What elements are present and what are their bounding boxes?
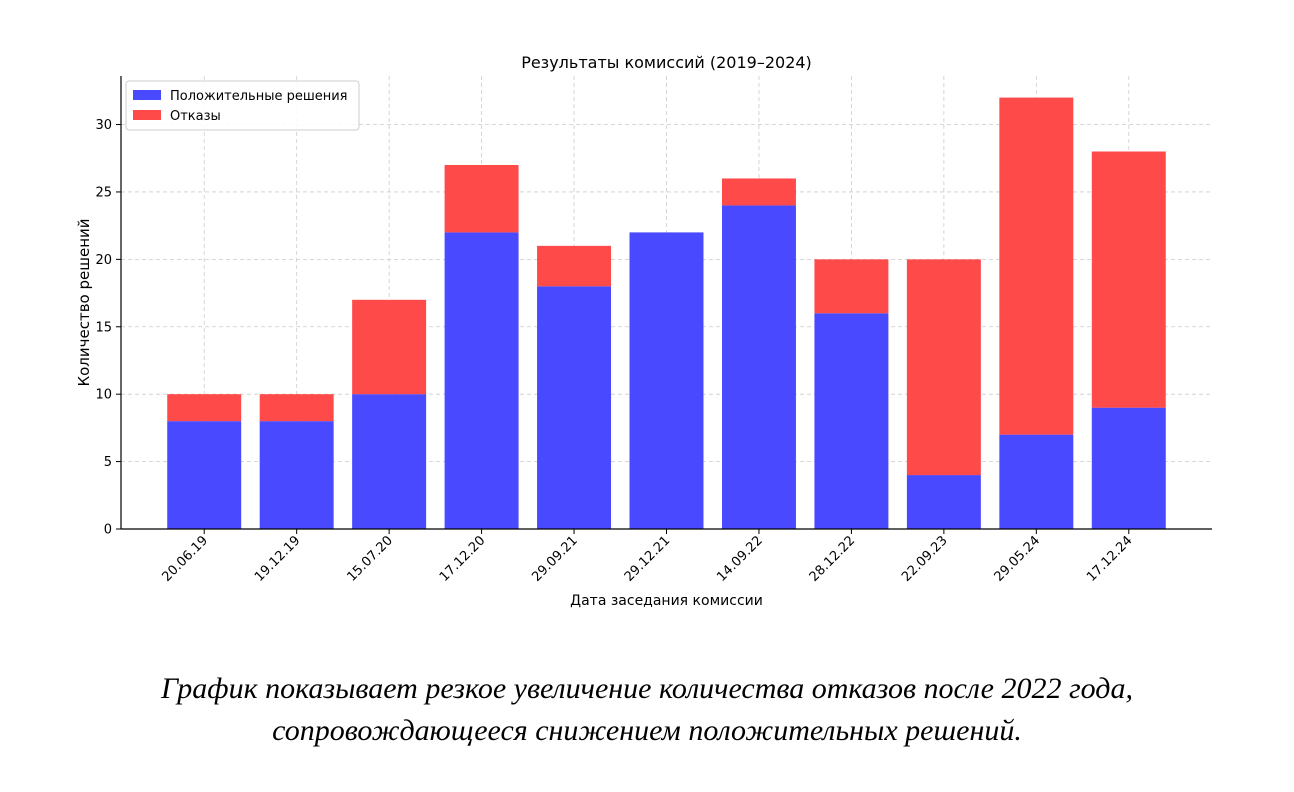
x-tick-label: 20.06.19 xyxy=(159,533,211,585)
bar-positive xyxy=(259,421,334,529)
caption-line-1: График показывает резкое увеличение коли… xyxy=(161,672,1133,705)
x-tick-label: 22.09.23 xyxy=(899,533,951,585)
x-tick-label: 29.09.21 xyxy=(529,533,581,585)
bar-positive xyxy=(999,434,1074,529)
caption-line-2: сопровождающееся снижением положительных… xyxy=(272,714,1022,747)
chart-caption: График показывает резкое увеличение коли… xyxy=(0,668,1294,752)
bar-positive xyxy=(537,286,612,529)
x-tick-labels: 20.06.19 19.12.19 15.07.20 17.12.20 29.09.21… xyxy=(159,529,1136,585)
bar-positive xyxy=(814,313,889,529)
x-tick-label: 28.12.22 xyxy=(807,533,859,585)
y-tick-labels: 0 5 10 15 20 25 30 xyxy=(95,118,121,538)
stacked-bar-chart: Результаты комиссий (2019–2024) 0 5 10 15 20… xyxy=(75,53,1212,609)
y-tick-label: 10 xyxy=(95,388,112,403)
bar-positive xyxy=(1091,407,1166,529)
x-tick-label: 29.05.24 xyxy=(992,533,1044,585)
x-tick-label: 19.12.19 xyxy=(252,533,304,585)
legend-swatch xyxy=(133,90,161,100)
bar-refusal xyxy=(259,394,334,422)
legend-label: Отказы xyxy=(170,109,221,124)
bar-refusal xyxy=(906,259,981,476)
bar-positive xyxy=(721,205,796,529)
bar-positive xyxy=(167,421,242,529)
bar-positive xyxy=(629,232,704,529)
y-tick-label: 20 xyxy=(95,253,112,268)
x-tick-label: 29.12.21 xyxy=(622,533,674,585)
legend-swatch xyxy=(133,110,161,120)
bar-refusal xyxy=(167,394,242,422)
bar-refusal xyxy=(814,259,889,314)
bar-positive xyxy=(444,232,519,529)
x-tick-label: 17.12.20 xyxy=(437,533,489,585)
legend-label: Положительные решения xyxy=(170,89,348,104)
y-tick-label: 25 xyxy=(95,185,112,200)
x-tick-label: 17.12.24 xyxy=(1084,533,1136,585)
bar-refusal xyxy=(1091,151,1166,408)
legend: Положительные решения Отказы xyxy=(125,80,360,131)
y-tick-label: 15 xyxy=(95,320,112,335)
bar-refusal xyxy=(999,97,1074,435)
x-axis-label: Дата заседания комиссии xyxy=(570,593,763,609)
bar-positive xyxy=(352,394,427,529)
x-tick-label: 15.07.20 xyxy=(344,533,396,585)
bar-refusal xyxy=(444,164,519,233)
bars xyxy=(167,97,1166,529)
y-tick-label: 30 xyxy=(95,118,112,133)
y-tick-label: 5 xyxy=(104,455,112,470)
y-tick-label: 0 xyxy=(104,523,112,538)
bar-refusal xyxy=(537,245,612,287)
legend-box xyxy=(125,80,360,131)
bar-refusal xyxy=(721,178,796,206)
bar-refusal xyxy=(352,299,427,395)
chart-title: Результаты комиссий (2019–2024) xyxy=(521,53,812,72)
y-axis-label: Количество решений xyxy=(75,218,93,386)
x-tick-label: 14.09.22 xyxy=(714,533,766,585)
bar-positive xyxy=(906,475,981,529)
